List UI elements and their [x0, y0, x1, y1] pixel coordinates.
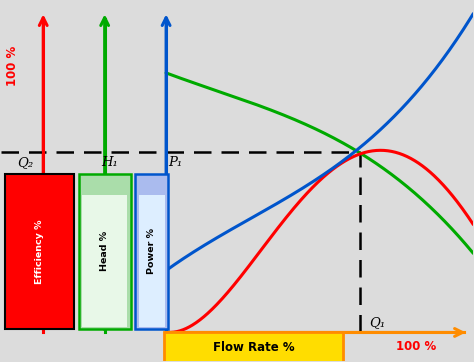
Text: Head %: Head %	[100, 231, 109, 272]
Text: Efficiency %: Efficiency %	[35, 219, 44, 283]
Text: Q₂: Q₂	[18, 156, 34, 169]
Text: 100 %: 100 %	[6, 46, 19, 86]
Bar	[79, 174, 131, 329]
Text: P₁: P₁	[168, 156, 182, 169]
Text: Flow Rate %: Flow Rate %	[213, 341, 294, 354]
Bar	[5, 174, 74, 329]
FancyBboxPatch shape	[164, 332, 343, 362]
Text: 100 %: 100 %	[396, 340, 437, 353]
Text: H₁: H₁	[101, 156, 118, 169]
Bar	[136, 174, 168, 329]
Bar	[139, 195, 164, 327]
Text: Q₁: Q₁	[369, 316, 385, 329]
Text: Power %: Power %	[147, 228, 156, 274]
Bar	[82, 195, 127, 327]
